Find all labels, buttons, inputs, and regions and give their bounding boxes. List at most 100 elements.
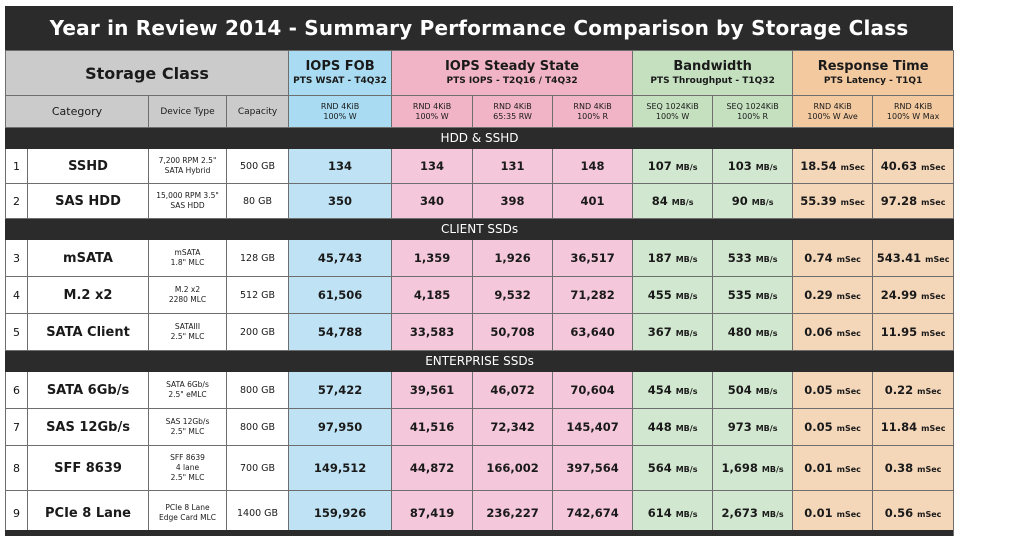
value: 533 [727,251,752,265]
bw-w-cell: 564 MB/s [632,445,714,491]
value: 0.56 [884,506,914,520]
value: 0.05 [804,420,833,434]
capacity-cell: 800 GB [225,408,290,446]
value: 2,673 [721,506,758,520]
rt-ave-cell: 0.01 mSec [792,445,874,491]
rt-ave-cell: 0.74 mSec [792,239,874,277]
device-line: 2280 MLC [168,295,207,304]
value: 90 [731,194,748,208]
category-cell: SAS 12Gb/s [27,408,149,446]
unit: mSec [921,198,946,207]
rt-ave-cell: 0.05 mSec [792,408,874,446]
bw-r-cell: 90 MB/s [712,183,794,219]
bottom-bar [5,530,953,536]
bw-w-cell: 187 MB/s [632,239,714,277]
col-line: 100% W [323,111,357,121]
storage-class-header: Storage Class [4,50,290,96]
unit: mSec [917,465,942,474]
value: 564 [647,461,672,475]
value: 107 [647,159,672,173]
device-line: SATAIII [174,322,201,331]
unit: mSec [836,329,861,338]
col-line: RND 4KiB [493,101,532,111]
iops-ss-rw-cell: 398 [472,183,554,219]
unit: mSec [921,163,946,172]
group-title: IOPS Steady State [444,59,580,74]
unit: MB/s [755,163,778,172]
iops-ss-w-cell: 4,185 [391,276,474,314]
value: 0.38 [884,461,914,475]
value: 0.74 [804,251,833,265]
rt-ave-cell: 0.06 mSec [792,313,874,351]
iops-ss-rw-cell: 1,926 [472,239,554,277]
device-line: 2.5" MLC [170,332,205,341]
unit: MB/s [761,465,784,474]
unit: MB/s [671,198,694,207]
unit: mSec [836,510,861,519]
table-row: 8 SFF 8639 SFF 8639 4 lane 2.5" MLC 700 GB 149… [5,445,955,491]
unit: mSec [925,255,950,264]
row-number: 3 [5,239,28,277]
table-row: 7 SAS 12Gb/s SAS 12Gb/s 2.5" MLC 800 GB 97,95… [5,408,955,446]
device-line: SAS HDD [170,201,205,210]
device-line: SATA 6Gb/s [166,380,209,389]
rt-ave-cell: 0.01 mSec [792,490,874,536]
unit: MB/s [675,465,698,474]
iops-ss-r-cell: 742,674 [552,490,634,536]
unit: mSec [921,329,946,338]
bw-r-cell: 480 MB/s [712,313,794,351]
capacity-cell: 80 GB [225,183,290,219]
unit: mSec [836,424,861,433]
value: 367 [647,325,672,339]
group-title: Response Time [817,59,929,74]
unit: mSec [917,510,942,519]
unit: MB/s [675,163,698,172]
iops-ss-rw-cell: 46,072 [472,371,554,409]
column-ss-rnd-rw: RND 4KiB 65:35 RW [472,95,554,128]
value: 103 [727,159,752,173]
table-body: HDD & SSHD 1 SSHD 7,200 RPM 2.5" SATA Hybrid… [4,127,955,536]
value: 504 [727,383,752,397]
table-row: 2 SAS HDD 15,000 RPM 3.5" SAS HDD 80 GB 350 34… [5,183,955,219]
unit: MB/s [755,255,778,264]
bw-r-cell: 2,673 MB/s [712,490,794,536]
table-row: 9 PCIe 8 Lane PCIe 8 Lane Edge Card MLC 1400… [5,490,955,536]
iops-ss-w-cell: 39,561 [391,371,474,409]
iops-fob-cell: 54,788 [288,313,393,351]
group-response-time: Response Time PTS Latency - T1Q1 [792,50,955,96]
column-category: Category [5,95,149,128]
column-bw-seq-w: SEQ 1024KiB 100% W [632,95,714,128]
rt-max-cell: 0.56 mSec [872,490,955,536]
table-row: 1 SSHD 7,200 RPM 2.5" SATA Hybrid 500 GB 134 1… [5,148,955,184]
rt-max-cell: 11.84 mSec [872,408,955,446]
group-title: Bandwidth [673,59,752,74]
bw-r-cell: 535 MB/s [712,276,794,314]
iops-ss-r-cell: 397,564 [552,445,634,491]
rt-max-cell: 24.99 mSec [872,276,955,314]
device-line: 2.5" MLC [170,427,205,436]
value: 40.63 [880,159,918,173]
iops-ss-r-cell: 70,604 [552,371,634,409]
iops-fob-cell: 97,950 [288,408,393,446]
page-title: Year in Review 2014 - Summary Performanc… [5,6,953,50]
category-cell: SAS HDD [27,183,149,219]
rt-max-cell: 0.22 mSec [872,371,955,409]
rt-ave-cell: 0.29 mSec [792,276,874,314]
bw-w-cell: 455 MB/s [632,276,714,314]
value: 1,698 [721,461,758,475]
device-type-cell: M.2 x2 2280 MLC [148,276,227,314]
iops-ss-r-cell: 401 [552,183,634,219]
column-bw-seq-r: SEQ 1024KiB 100% R [712,95,794,128]
value: 0.22 [884,383,914,397]
value: 614 [647,506,672,520]
bw-r-cell: 504 MB/s [712,371,794,409]
value: 0.01 [804,506,833,520]
unit: mSec [840,163,865,172]
section-header: HDD & SSHD [4,127,955,149]
unit: mSec [917,387,942,396]
col-line: RND 4KiB [813,101,852,111]
capacity-cell: 700 GB [225,445,290,491]
col-line: 100% W Ave [807,111,858,121]
group-subtitle: PTS IOPS - T2Q16 / T4Q32 [446,76,578,86]
value: 11.95 [880,325,918,339]
